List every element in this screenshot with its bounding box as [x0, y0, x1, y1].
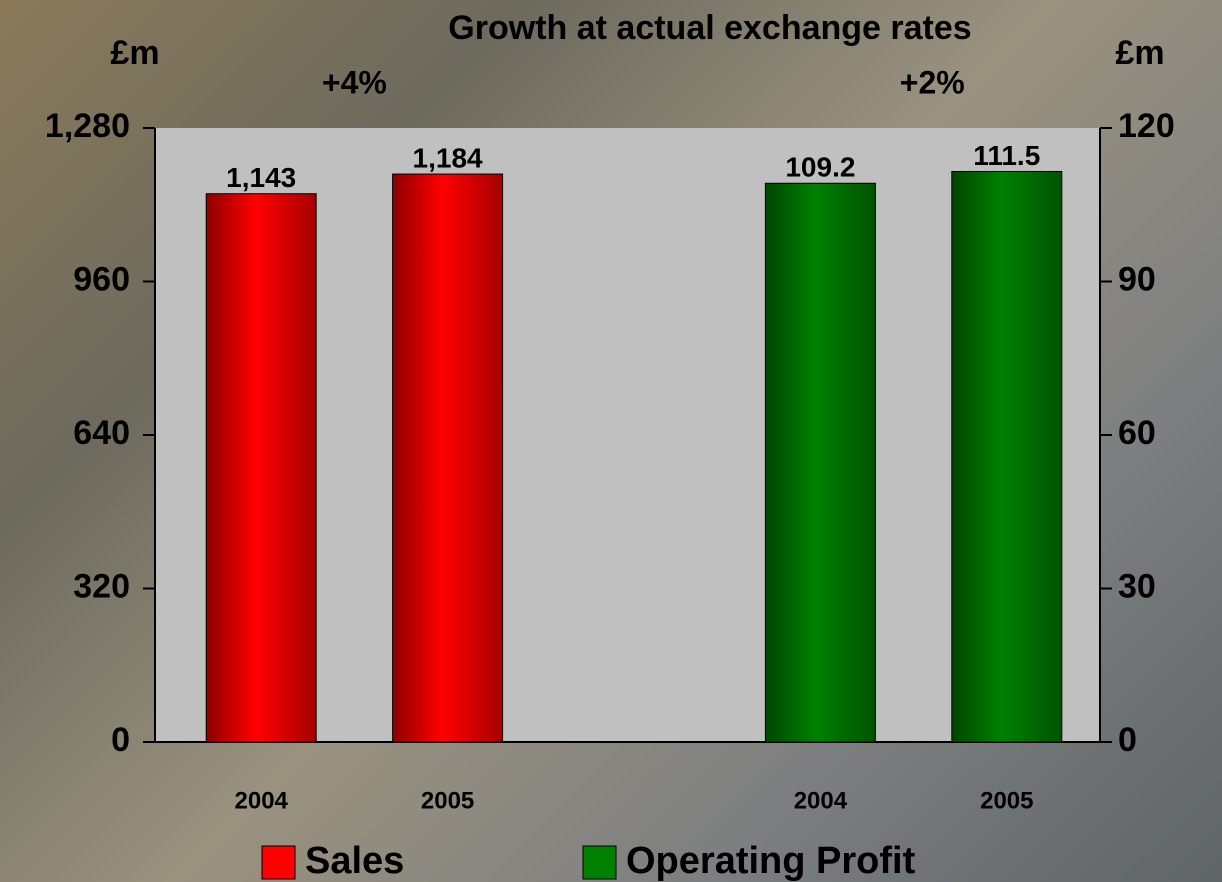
legend-swatch [262, 846, 295, 879]
value-label: 1,184 [413, 142, 483, 173]
x-tick-label: 2005 [421, 787, 474, 814]
value-label: 111.5 [973, 140, 1040, 171]
y2-tick-label: 60 [1118, 414, 1156, 452]
x-tick-label: 2004 [794, 787, 848, 814]
y2-axis-label: £m [1115, 34, 1164, 72]
y-tick-label: 640 [73, 414, 130, 452]
y2-tick-label: 120 [1118, 107, 1175, 145]
legend-label: Operating Profit [626, 840, 916, 882]
bar-shade [765, 183, 875, 742]
y2-tick-label: 30 [1118, 567, 1156, 605]
value-label: 1,143 [226, 162, 296, 193]
value-label: 109.2 [785, 152, 855, 183]
y-axis-label: £m [110, 34, 159, 72]
chart: Growth at actual exchange rates £m £m 0 3… [0, 0, 1222, 882]
annotation: +4% [322, 64, 387, 100]
bar-shade [206, 194, 316, 742]
y-tick-label: 960 [73, 260, 130, 298]
legend-label: Sales [305, 840, 404, 882]
y-tick-label: 0 [111, 721, 130, 759]
legend-swatch [583, 846, 616, 879]
chart-title: Growth at actual exchange rates [448, 9, 971, 47]
y-tick-label: 1,280 [45, 107, 130, 145]
x-tick-label: 2004 [235, 787, 289, 814]
y2-tick-label: 90 [1118, 260, 1156, 298]
y2-tick-label: 0 [1118, 721, 1137, 759]
page: Growth at actual exchange rates £m £m 0 3… [0, 0, 1222, 882]
y-tick-label: 320 [73, 567, 130, 605]
bar-shade [952, 171, 1062, 742]
x-tick-label: 2005 [980, 787, 1033, 814]
bar-shade [393, 174, 503, 742]
annotation: +2% [900, 64, 965, 100]
